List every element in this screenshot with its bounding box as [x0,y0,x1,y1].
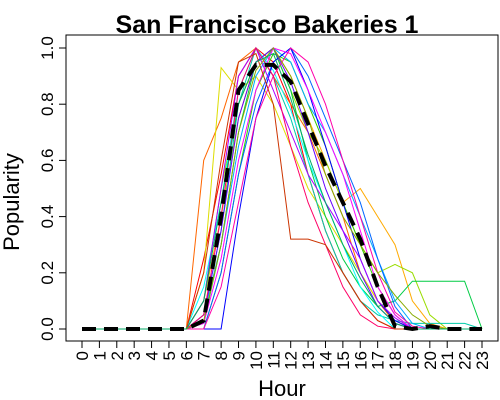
x-tick-label: 9 [230,351,249,360]
x-tick-label: 23 [473,351,492,370]
chart-title: San Francisco Bakeries 1 [116,11,419,39]
x-tick-label: 5 [160,351,179,360]
x-tick-label: 4 [143,351,162,360]
x-tick-label: 11 [264,351,283,369]
x-tick-label: 13 [299,351,318,370]
mean-layer [82,62,482,332]
y-tick-label: 0.4 [38,205,57,229]
x-tick-label: 18 [386,351,405,370]
x-tick-label: 6 [177,351,196,360]
mean-line [82,62,482,332]
series-line-4 [82,66,482,330]
x-tick-label: 3 [125,351,144,360]
y-tick-label: 0.8 [38,92,57,116]
x-tick-label: 20 [421,351,440,370]
x-tick-label: 7 [195,351,214,360]
x-tick-label: 0 [73,351,92,360]
series-line-9 [82,47,482,330]
y-tick-label: 0.0 [38,317,57,341]
series-line-6 [82,52,482,330]
series-line-18 [82,52,482,330]
y-axis: 0.0 0.2 0.4 0.6 0.8 1.0 [38,36,67,341]
x-tick-label: 10 [247,351,266,370]
y-tick-label: 1.0 [38,36,57,60]
y-axis-label: Popularity [0,153,24,251]
plot-frame [65,34,499,342]
x-tick-label: 15 [334,351,353,370]
x-tick-label: 16 [351,351,370,370]
series-layer [82,46,483,330]
x-tick-label: 2 [108,351,127,360]
x-tick-label: 21 [438,351,457,370]
x-tick-label: 1 [90,351,109,360]
y-tick-label: 0.6 [38,149,57,173]
x-tick-label: 22 [456,351,475,370]
x-tick-label: 14 [316,351,335,370]
series-line-20 [82,52,482,330]
x-tick-label: 17 [369,351,388,370]
x-tick-label: 19 [403,351,422,370]
x-tick-label: 12 [282,351,301,370]
x-axis-label: Hour [258,376,306,400]
y-tick-label: 0.2 [38,261,57,285]
x-tick-label: 8 [212,351,231,360]
